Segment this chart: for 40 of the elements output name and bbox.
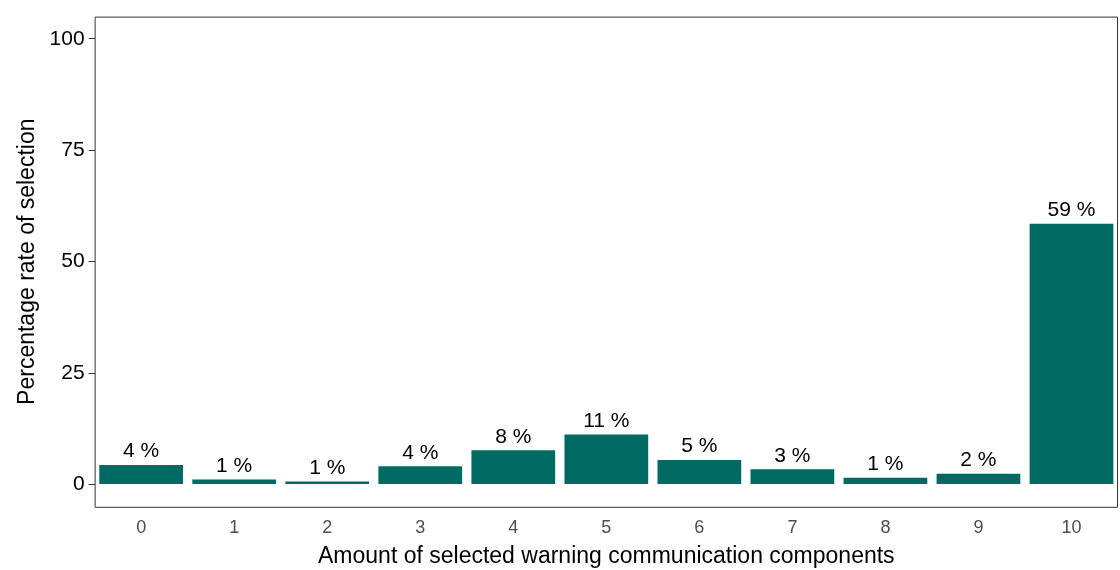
y-tick-label: 0 (72, 471, 85, 495)
y-axis-title: Percentage rate of selection (13, 118, 40, 405)
x-tick-label: 0 (136, 516, 147, 537)
x-tick-label: 5 (601, 516, 612, 537)
bar (285, 481, 370, 485)
x-tick-label: 1 (229, 516, 240, 537)
bar (378, 466, 463, 485)
x-axis-title: Amount of selected warning communication components (318, 541, 895, 568)
data-label: 11 % (583, 407, 630, 431)
x-tick-label: 9 (973, 516, 984, 537)
y-tick-label: 25 (61, 359, 85, 383)
bar (750, 469, 835, 485)
x-tick-label: 8 (880, 516, 891, 537)
data-label: 1 % (309, 454, 346, 478)
x-tick-label: 2 (322, 516, 333, 537)
y-tick-label: 75 (61, 137, 85, 161)
data-label: 3 % (774, 442, 811, 466)
y-tick-label: 50 (61, 248, 85, 272)
data-label: 5 % (681, 433, 718, 457)
data-label: 4 % (402, 439, 439, 463)
bar (843, 477, 928, 485)
data-label: 59 % (1047, 197, 1096, 221)
x-tick-label: 3 (415, 516, 426, 537)
data-label: 1 % (867, 451, 904, 475)
x-tick-label: 6 (694, 516, 705, 537)
bar (1029, 223, 1114, 485)
bar (99, 464, 184, 485)
y-tick-label: 100 (49, 25, 85, 49)
bar (936, 473, 1021, 485)
bar (471, 450, 556, 485)
bar (192, 479, 277, 485)
x-tick-label: 10 (1061, 516, 1082, 537)
x-tick-label: 4 (508, 516, 519, 537)
x-tick-label: 7 (787, 516, 798, 537)
data-label: 4 % (123, 438, 160, 462)
data-label: 1 % (216, 452, 253, 476)
bar (564, 434, 649, 485)
data-label: 2 % (960, 447, 997, 471)
data-label: 8 % (495, 423, 532, 447)
bar (657, 460, 742, 485)
